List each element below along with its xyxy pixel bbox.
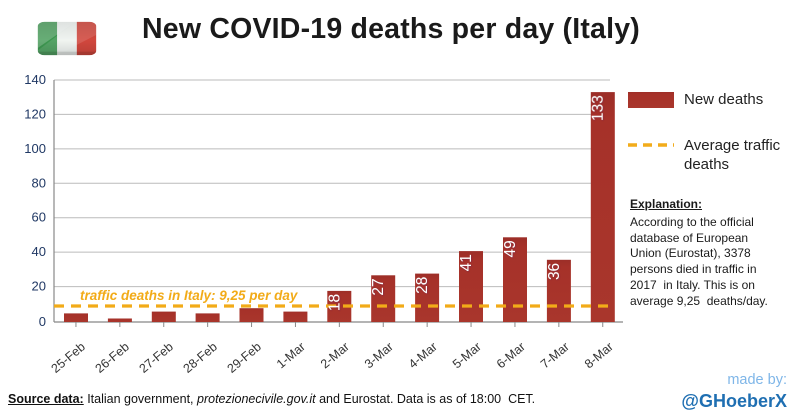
svg-text:8-Mar: 8-Mar	[582, 340, 616, 372]
svg-text:36: 36	[546, 263, 563, 280]
svg-text:1-Mar: 1-Mar	[274, 340, 308, 372]
svg-text:5-Mar: 5-Mar	[450, 340, 484, 372]
svg-text:120: 120	[24, 106, 46, 121]
svg-text:2-Mar: 2-Mar	[318, 340, 352, 372]
svg-text:3-Mar: 3-Mar	[362, 340, 396, 372]
svg-text:60: 60	[32, 210, 46, 225]
svg-text:133: 133	[590, 95, 607, 121]
svg-text:29-Feb: 29-Feb	[225, 340, 264, 376]
svg-text:27: 27	[370, 278, 387, 295]
svg-text:40: 40	[32, 244, 46, 259]
svg-text:18: 18	[326, 294, 343, 311]
svg-text:49: 49	[502, 240, 519, 257]
svg-text:80: 80	[32, 175, 46, 190]
svg-text:28-Feb: 28-Feb	[181, 340, 220, 376]
svg-text:4-Mar: 4-Mar	[406, 340, 440, 372]
svg-text:100: 100	[24, 141, 46, 156]
svg-text:20: 20	[32, 279, 46, 294]
svg-text:25-Feb: 25-Feb	[49, 340, 88, 376]
svg-text:26-Feb: 26-Feb	[93, 340, 132, 376]
svg-text:140: 140	[24, 72, 46, 87]
svg-text:7-Mar: 7-Mar	[538, 340, 572, 372]
svg-text:27-Feb: 27-Feb	[137, 340, 176, 376]
svg-text:6-Mar: 6-Mar	[494, 340, 528, 372]
svg-text:41: 41	[458, 254, 475, 271]
svg-text:28: 28	[414, 277, 431, 294]
svg-text:traffic deaths in Italy: 9,25: traffic deaths in Italy: 9,25 per day	[80, 288, 299, 303]
svg-text:0: 0	[39, 314, 46, 329]
